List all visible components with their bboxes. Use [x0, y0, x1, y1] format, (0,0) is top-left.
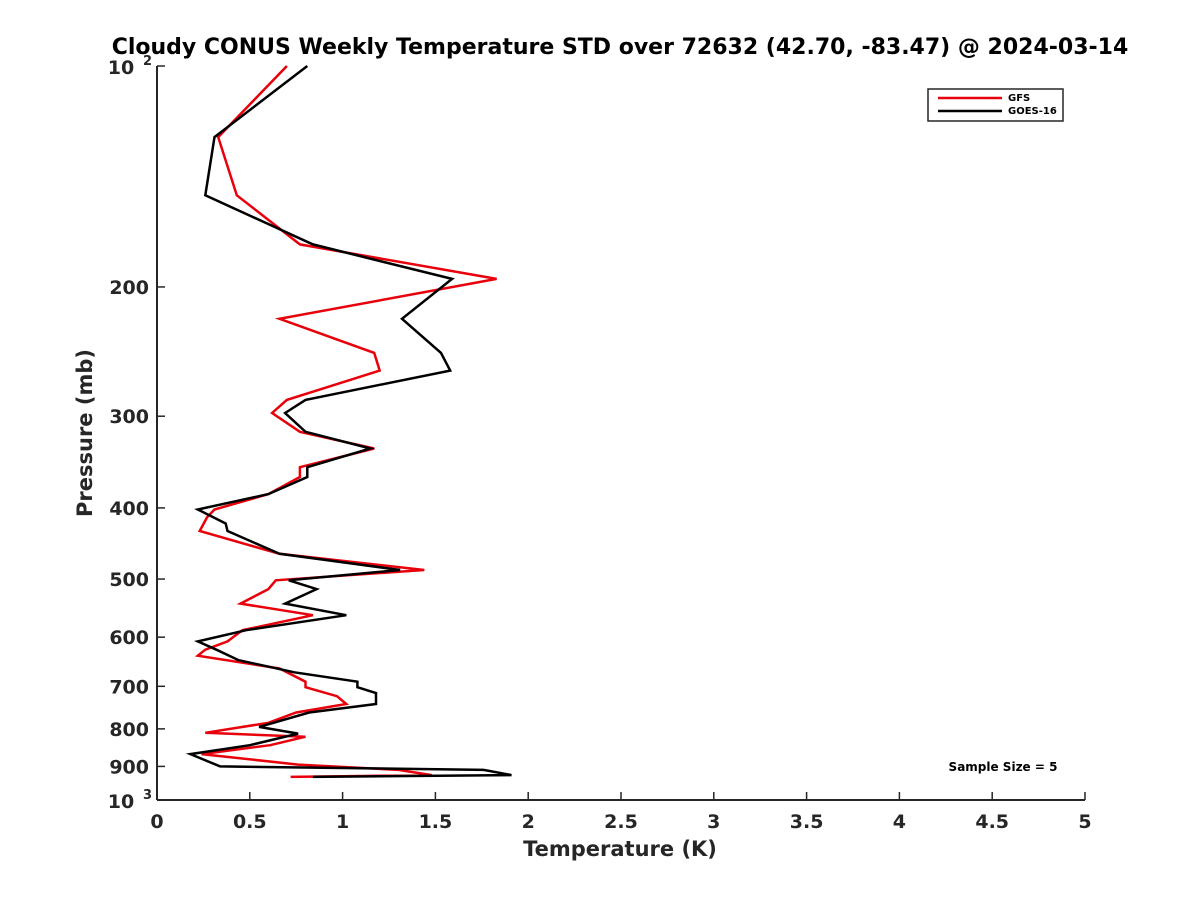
chart-title: Cloudy CONUS Weekly Temperature STD over… — [112, 35, 1129, 60]
sample-size-annotation: Sample Size = 5 — [949, 760, 1058, 774]
y-tick-label: 700 — [109, 676, 149, 698]
y-tick-label: 10 — [108, 791, 134, 813]
x-tick-label: 1.5 — [419, 811, 453, 833]
legend-label-gfs: GFS — [1008, 93, 1030, 104]
y-tick-label: 300 — [109, 406, 149, 428]
legend: GFS GOES-16 — [927, 88, 1064, 122]
y-tick-label-exponent: 2 — [143, 54, 152, 69]
series-line-gfs — [194, 65, 497, 779]
y-tick-label: 600 — [109, 627, 149, 649]
series-layer — [185, 65, 512, 779]
x-ticks: 0 0.5 1 1.5 2 2.5 3 3.5 4 4.5 5 — [150, 792, 1092, 833]
y-tick-label: 10 — [108, 57, 134, 79]
x-tick-label: 3.5 — [790, 811, 824, 833]
y-axis-label: Pressure (mb) — [73, 349, 97, 517]
x-tick-label: 0 — [150, 811, 163, 833]
y-tick-label: 800 — [109, 719, 149, 741]
x-tick-label: 0.5 — [233, 811, 267, 833]
x-axis-label: Temperature (K) — [523, 837, 717, 861]
y-tick-label: 900 — [109, 756, 149, 778]
legend-label-goes16: GOES-16 — [1008, 106, 1057, 117]
x-tick-label: 4 — [893, 811, 906, 833]
x-tick-label: 1 — [336, 811, 349, 833]
x-tick-label: 5 — [1078, 811, 1091, 833]
series-line-goes16 — [185, 65, 512, 779]
axes-layer — [156, 66, 1085, 801]
legend-box — [927, 88, 1064, 122]
x-tick-label: 4.5 — [975, 811, 1009, 833]
y-tick-label: 200 — [109, 277, 149, 299]
x-tick-label: 3 — [707, 811, 720, 833]
x-tick-label: 2.5 — [604, 811, 638, 833]
y-tick-label-exponent: 3 — [143, 788, 152, 803]
x-tick-label: 2 — [522, 811, 535, 833]
y-ticks: 10 2 200 300 400 500 600 700 800 900 10 3 — [108, 54, 165, 813]
y-tick-label: 500 — [109, 569, 149, 591]
y-tick-label: 400 — [109, 498, 149, 520]
